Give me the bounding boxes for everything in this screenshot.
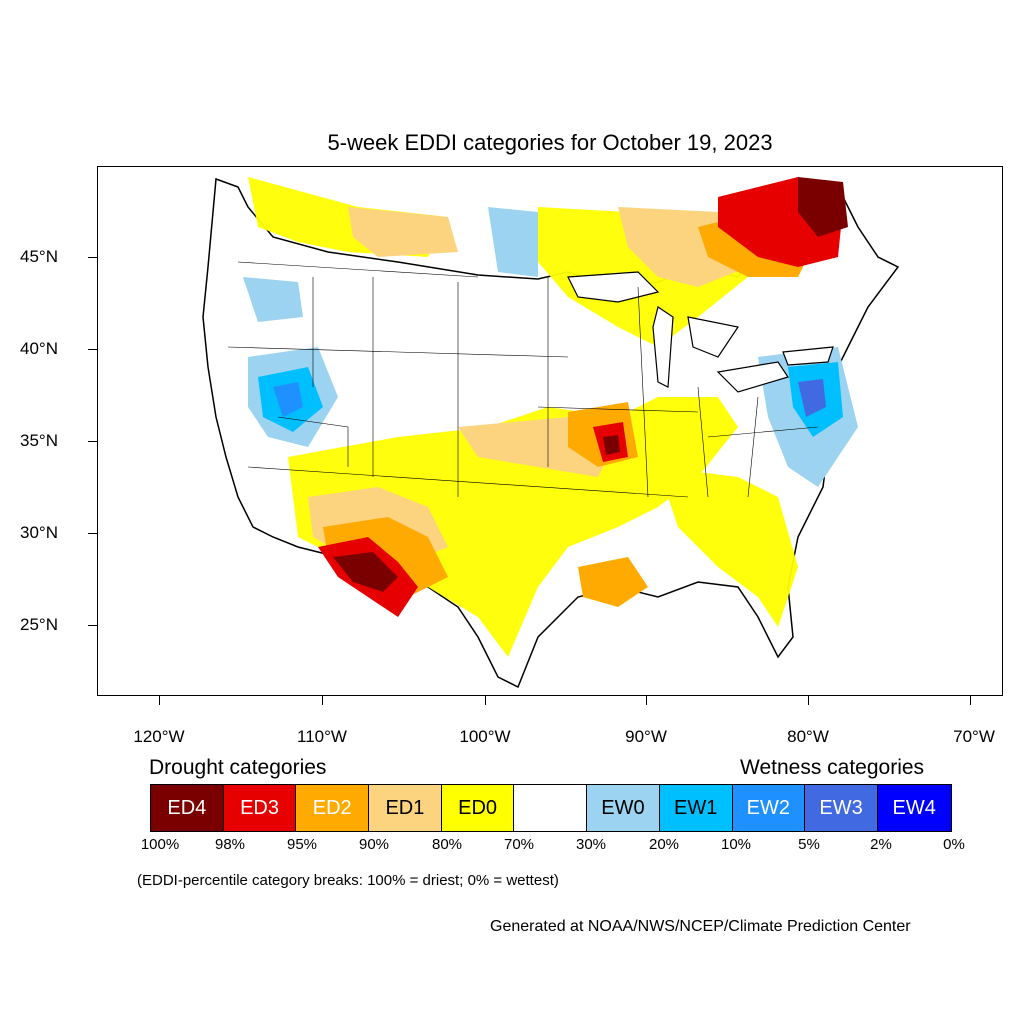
eddi-map <box>202 177 900 689</box>
lon-tickmark-110 <box>322 696 323 705</box>
break-5: 5% <box>798 836 820 853</box>
lon-tick-120: 120°W <box>133 727 185 746</box>
lon-tick-80: 80°W <box>787 727 829 746</box>
lat-tickmark-40 <box>88 349 97 350</box>
break-30: 30% <box>575 836 607 853</box>
lon-tickmark-120 <box>159 696 160 705</box>
lat-tickmark-45 <box>88 257 97 258</box>
state-lines <box>227 261 819 498</box>
legend-ed1: ED1 <box>369 785 442 831</box>
lat-tickmark-30 <box>88 533 97 534</box>
map-title: 5-week EDDI categories for October 19, 2… <box>327 130 773 155</box>
drought-heading: Drought categories <box>149 756 327 779</box>
lon-tick-90: 90°W <box>625 727 667 746</box>
lon-tick-70: 70°W <box>953 727 995 746</box>
great-lakes <box>567 271 834 393</box>
legend-ew3: EW3 <box>805 785 878 831</box>
legend-ew1: EW1 <box>659 785 733 831</box>
lon-tick-110: 110°W <box>297 727 347 746</box>
legend-ew0: EW0 <box>587 785 660 831</box>
lat-tickmark-35 <box>88 441 97 442</box>
legend-ed4: ED4 <box>151 785 224 831</box>
map-panel <box>97 166 1003 696</box>
break-10: 10% <box>720 836 752 853</box>
lat-tick-40: 40°N <box>20 339 58 358</box>
break-80: 80% <box>431 836 463 853</box>
legend-ed3: ED3 <box>223 785 297 831</box>
category-note: (EDDI-percentile category breaks: 100% =… <box>137 872 559 889</box>
credit-line: Generated at NOAA/NWS/NCEP/Climate Predi… <box>490 918 911 935</box>
break-95: 95% <box>286 836 318 853</box>
ed4-areas <box>333 177 848 592</box>
wet-areas <box>243 207 858 487</box>
legend-ew2: EW2 <box>732 785 806 831</box>
legend-ed0: ED0 <box>441 785 515 831</box>
legend-ed2: ED2 <box>296 785 370 831</box>
break-100: 100% <box>140 836 180 853</box>
lat-tick-25: 25°N <box>20 615 58 634</box>
legend-ew4: EW4 <box>877 785 951 831</box>
lon-tickmark-100 <box>485 696 486 705</box>
lat-tickmark-25 <box>88 625 97 626</box>
wetness-heading: Wetness categories <box>740 756 925 779</box>
break-2: 2% <box>870 836 892 853</box>
lat-tick-45: 45°N <box>20 247 58 266</box>
lat-tick-35: 35°N <box>20 431 58 450</box>
break-98: 98% <box>214 836 246 853</box>
break-20: 20% <box>648 836 680 853</box>
break-0: 0% <box>943 836 965 853</box>
legend-colorbar: ED4 ED3 ED2 ED1 ED0 EW0 EW1 EW2 EW3 EW4 <box>150 784 952 832</box>
legend-neutral <box>514 785 588 831</box>
lon-tickmark-90 <box>646 696 647 705</box>
lat-tick-30: 30°N <box>20 523 58 542</box>
lon-tick-100: 100°W <box>459 727 511 746</box>
break-70: 70% <box>503 836 535 853</box>
lon-tickmark-80 <box>808 696 809 705</box>
break-90: 90% <box>358 836 390 853</box>
lon-tickmark-70 <box>970 696 971 705</box>
